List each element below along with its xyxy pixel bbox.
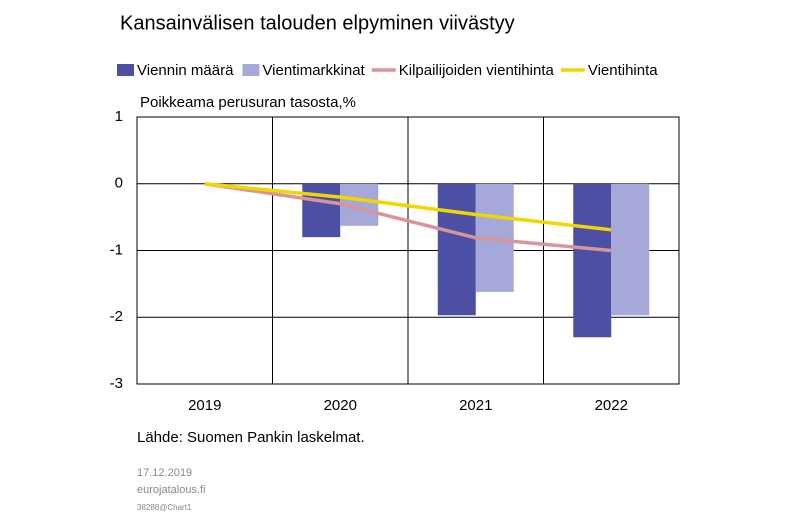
- bar: [611, 183, 650, 316]
- y-tick-label: -1: [110, 241, 123, 258]
- x-tick-label: 2022: [595, 397, 628, 414]
- y-tick-label: 1: [115, 108, 123, 125]
- legend-label: Vientihinta: [588, 62, 658, 79]
- source: Lähde: Suomen Pankin laskelmat.: [137, 429, 365, 446]
- chart-title: Kansainvälisen talouden elpyminen viiväs…: [120, 12, 515, 34]
- plot-border: [136, 116, 680, 385]
- site: eurojatalous.fi: [137, 484, 206, 496]
- legend-swatch: [242, 64, 260, 76]
- y-tick-label: -2: [110, 308, 123, 325]
- date: 17.12.2019: [137, 467, 192, 479]
- code: 38288@Chart1: [137, 503, 192, 512]
- legend-label: Vientimarkkinat: [262, 62, 365, 79]
- line: [204, 182, 612, 232]
- bar: [302, 183, 341, 238]
- bar: [437, 183, 476, 316]
- x-tick-label: 2021: [459, 397, 492, 414]
- y-axis-label: Poikkeama perusuran tasosta,%: [140, 94, 356, 111]
- legend-swatch: [117, 64, 134, 76]
- y-tick-label: 0: [115, 175, 123, 192]
- bar: [573, 183, 612, 338]
- y-tick-label: -3: [110, 375, 123, 392]
- line: [204, 182, 612, 253]
- x-tick-label: 2019: [188, 397, 221, 414]
- x-tick-label: 2020: [324, 397, 357, 414]
- legend-label: Viennin määrä: [137, 62, 234, 79]
- legend-label: Kilpailijoiden vientihinta: [399, 62, 555, 79]
